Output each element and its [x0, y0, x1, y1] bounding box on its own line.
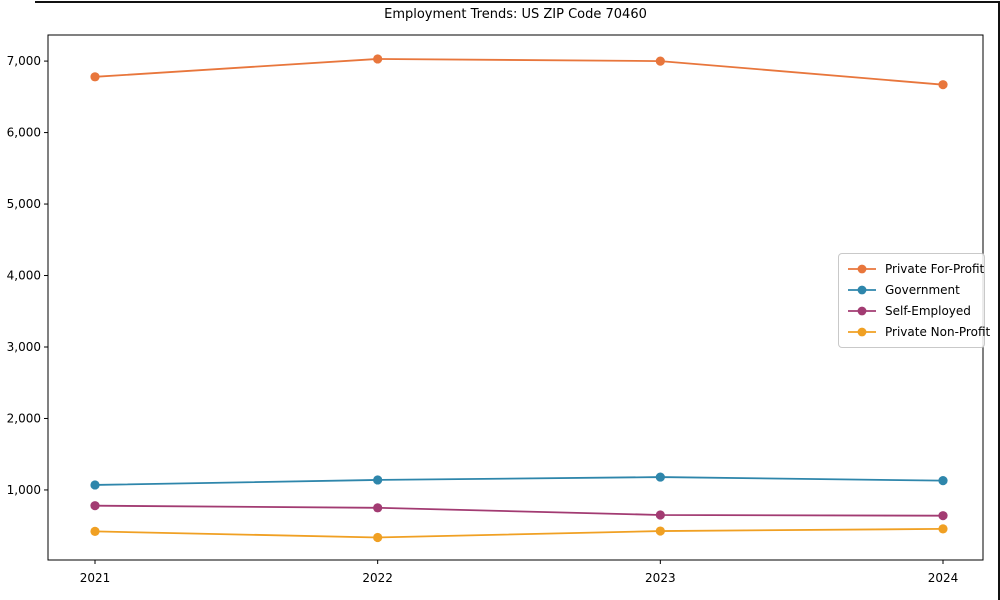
- legend-label: Private For-Profit: [885, 262, 985, 277]
- y-tick-label: 2,000: [7, 411, 41, 425]
- series-line-private-for-profit: [94, 58, 944, 86]
- data-point-self-employed: [90, 501, 100, 511]
- legend-line-sample: [848, 264, 876, 274]
- data-point-private-non-profit: [90, 526, 100, 537]
- data-point-private-non-profit: [655, 526, 665, 536]
- figure-top-edge: [35, 1, 1000, 3]
- figure-right-edge: [998, 1, 1000, 600]
- data-point-private-for-profit: [90, 72, 100, 82]
- y-tick-label: 6,000: [7, 126, 41, 140]
- data-point-government: [655, 472, 665, 482]
- legend-line-sample: [848, 327, 876, 337]
- legend-label: Private Non-Profit: [885, 324, 991, 339]
- data-point-self-employed: [373, 503, 383, 513]
- legend-line-sample: [848, 306, 876, 316]
- legend-line-sample: [848, 285, 876, 295]
- data-point-private-for-profit: [373, 54, 383, 64]
- y-tick-label: 7,000: [7, 54, 41, 68]
- legend-item: Private For-Profit: [847, 259, 984, 280]
- chart-title: Employment Trends: US ZIP Code 70460: [384, 7, 647, 22]
- legend: Private For-Profit Government Self-Employe…: [838, 253, 990, 348]
- data-point-private-for-profit: [655, 56, 665, 66]
- data-point-government: [373, 475, 383, 485]
- legend-item: Government: [847, 280, 976, 301]
- data-point-self-employed: [655, 510, 665, 520]
- x-tick-label: 2022: [362, 571, 393, 585]
- data-point-private-for-profit: [938, 80, 948, 90]
- y-tick-label: 3,000: [7, 340, 41, 354]
- y-tick-label: 4,000: [7, 269, 41, 283]
- data-point-private-non-profit: [938, 524, 948, 534]
- y-tick-label: 1,000: [7, 483, 41, 497]
- series-line-private-non-profit: [94, 528, 944, 539]
- y-tick-label: 5,000: [7, 197, 41, 211]
- data-point-government: [90, 480, 100, 490]
- x-tick-label: 2023: [645, 571, 676, 585]
- legend-label: Government: [885, 283, 960, 298]
- data-point-private-non-profit: [373, 532, 383, 543]
- x-tick-label: 2024: [928, 571, 959, 585]
- x-tick-label: 2021: [80, 571, 111, 585]
- legend-item: Self-Employed: [847, 301, 976, 322]
- data-point-government: [938, 476, 948, 486]
- series-line-self-employed: [94, 504, 944, 517]
- data-point-self-employed: [938, 511, 948, 521]
- legend-item: Private Non-Profit: [847, 321, 990, 342]
- legend-label: Self-Employed: [885, 303, 971, 318]
- series-line-government: [94, 476, 944, 486]
